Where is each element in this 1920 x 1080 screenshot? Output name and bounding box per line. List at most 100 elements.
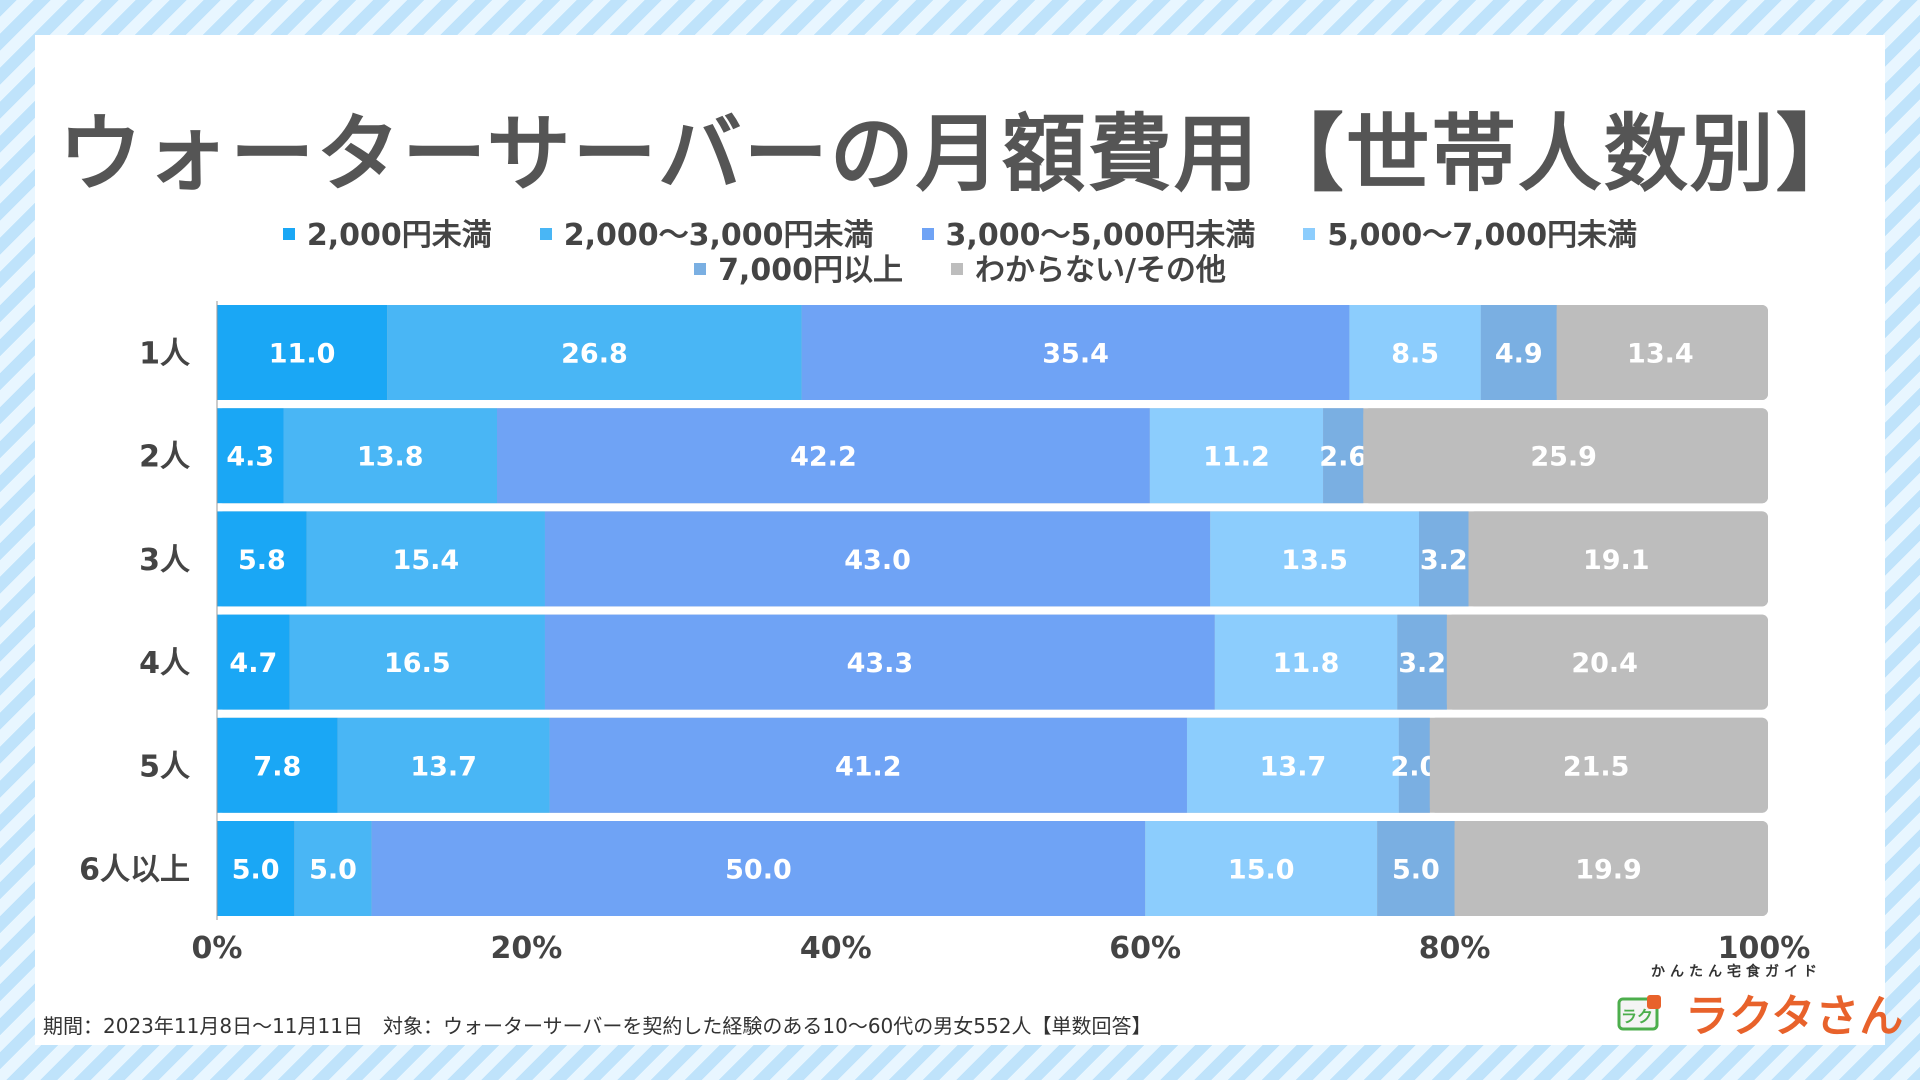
stacked-bar-chart: 1人 11.0 26.8 35.4 8.5 4.9 13.4 2人 4.3 13.8 42.2 11.… xyxy=(79,301,1811,966)
data-label: 42.2 xyxy=(790,442,857,473)
bar-segment xyxy=(1186,717,1399,813)
legend-swatch xyxy=(1303,227,1316,240)
bar-segment xyxy=(217,511,307,607)
legend-item: 2,000円未満 xyxy=(282,210,492,254)
legend-item: わからない/その他 xyxy=(950,245,1226,289)
data-label: 4.9 xyxy=(1495,339,1543,370)
bar-segment xyxy=(371,821,1146,916)
bar-segment xyxy=(1210,511,1420,607)
legend-swatch xyxy=(539,227,552,240)
bar-segment xyxy=(1468,511,1768,607)
data-label: 13.8 xyxy=(357,442,424,473)
bar-segment xyxy=(801,305,1350,400)
x-tick-label: 40% xyxy=(800,931,872,966)
data-label: 11.2 xyxy=(1203,442,1270,473)
bar-segment xyxy=(544,614,1215,710)
bar-segment xyxy=(1149,408,1324,504)
data-label: 13.7 xyxy=(410,751,477,782)
data-label: 4.7 xyxy=(229,648,277,679)
bar-segment xyxy=(1363,408,1768,504)
legend-swatch xyxy=(694,262,707,275)
data-label: 15.0 xyxy=(1228,855,1295,886)
survey-footnote: 期間：2023年11月8日〜11月11日 対象：ウォーターサーバーを契約した経験… xyxy=(43,1014,1152,1038)
legend-swatch xyxy=(282,227,295,240)
bar-segment xyxy=(497,408,1150,504)
bar-segment xyxy=(1454,821,1768,916)
bar-segment xyxy=(289,614,545,710)
bar-segment xyxy=(1446,614,1768,710)
data-label: 13.4 xyxy=(1627,339,1694,370)
bar-segment xyxy=(1397,614,1447,710)
bar-segment xyxy=(217,408,284,504)
bar-segment xyxy=(217,821,295,916)
bar-segment xyxy=(217,305,388,400)
category-label: 4人 xyxy=(139,646,190,681)
data-label: 5.8 xyxy=(238,545,286,576)
legend-swatch xyxy=(950,262,963,275)
bar-segment xyxy=(217,614,290,710)
page-title: ウォーターサーバーの月額費用【世帯人数別】 xyxy=(58,105,1862,203)
bar-segment xyxy=(1398,717,1430,813)
bar-segment xyxy=(1556,305,1768,400)
x-tick-label: 20% xyxy=(490,931,562,966)
bar-segment xyxy=(1377,821,1455,916)
data-label: 5.0 xyxy=(232,855,280,886)
legend-row-2: 7,000円以上 わからない/その他 xyxy=(35,245,1885,289)
bar-segment xyxy=(1214,614,1398,710)
x-tick-label: 0% xyxy=(192,931,243,966)
data-label: 5.0 xyxy=(1392,855,1440,886)
x-tick-label: 80% xyxy=(1419,931,1491,966)
legend-item: 5,000〜7,000円未満 xyxy=(1303,210,1637,254)
data-label: 35.4 xyxy=(1042,339,1109,370)
brand-logo-text: ラク xyxy=(1621,1007,1653,1026)
legend-label: 2,000〜3,000円未満 xyxy=(563,218,874,253)
data-label: 13.7 xyxy=(1260,751,1327,782)
category-label: 6人以上 xyxy=(79,853,190,888)
data-label: 26.8 xyxy=(561,339,628,370)
legend-label: 2,000円未満 xyxy=(306,218,492,253)
data-label: 4.3 xyxy=(226,442,274,473)
data-label: 11.0 xyxy=(269,339,336,370)
data-label: 19.9 xyxy=(1575,855,1642,886)
legend-item: 3,000〜5,000円未満 xyxy=(921,210,1256,254)
data-label: 20.4 xyxy=(1571,648,1638,679)
category-label: 2人 xyxy=(139,440,190,475)
bar-segment xyxy=(1145,821,1378,916)
category-label: 5人 xyxy=(139,749,190,784)
data-label: 19.1 xyxy=(1583,545,1650,576)
bar-segment xyxy=(306,511,545,607)
bar-segment xyxy=(337,717,550,813)
data-label: 2.6 xyxy=(1319,442,1367,473)
chart-card: ウォーターサーバーの月額費用【世帯人数別】 2,000円未満 2,000〜3,00… xyxy=(35,35,1903,1045)
bar-segment xyxy=(1419,511,1469,607)
bar-segment xyxy=(549,717,1187,813)
data-label: 5.0 xyxy=(309,855,357,886)
bar-segment xyxy=(387,305,802,400)
legend-label: 3,000〜5,000円未満 xyxy=(945,218,1256,253)
data-label: 3.2 xyxy=(1420,545,1468,576)
data-label: 3.2 xyxy=(1398,648,1446,679)
data-label: 25.9 xyxy=(1530,442,1597,473)
category-label: 1人 xyxy=(139,337,190,372)
data-label: 21.5 xyxy=(1563,751,1630,782)
x-tick-label: 100% xyxy=(1718,931,1811,966)
legend-row-1: 2,000円未満 2,000〜3,000円未満 3,000〜5,000円未満 5,00… xyxy=(35,210,1885,254)
bar-segment xyxy=(283,408,498,504)
bar-segment xyxy=(1429,717,1768,813)
data-label: 15.4 xyxy=(393,545,460,576)
legend-label: 5,000〜7,000円未満 xyxy=(1327,218,1638,253)
data-label: 41.2 xyxy=(835,751,902,782)
data-label: 43.3 xyxy=(847,648,914,679)
legend-swatch xyxy=(921,227,934,240)
bar-segment xyxy=(1323,408,1364,504)
x-tick-label: 60% xyxy=(1109,931,1181,966)
bar-segment xyxy=(217,717,338,813)
bar-segment xyxy=(1349,305,1481,400)
legend-item: 2,000〜3,000円未満 xyxy=(539,210,874,254)
data-label: 50.0 xyxy=(725,855,792,886)
data-label: 43.0 xyxy=(844,545,911,576)
brand-logo-icon: ラク xyxy=(1617,995,1661,1031)
data-label: 13.5 xyxy=(1281,545,1348,576)
bar-segment xyxy=(544,511,1211,607)
legend-item: 7,000円以上 xyxy=(694,245,903,289)
